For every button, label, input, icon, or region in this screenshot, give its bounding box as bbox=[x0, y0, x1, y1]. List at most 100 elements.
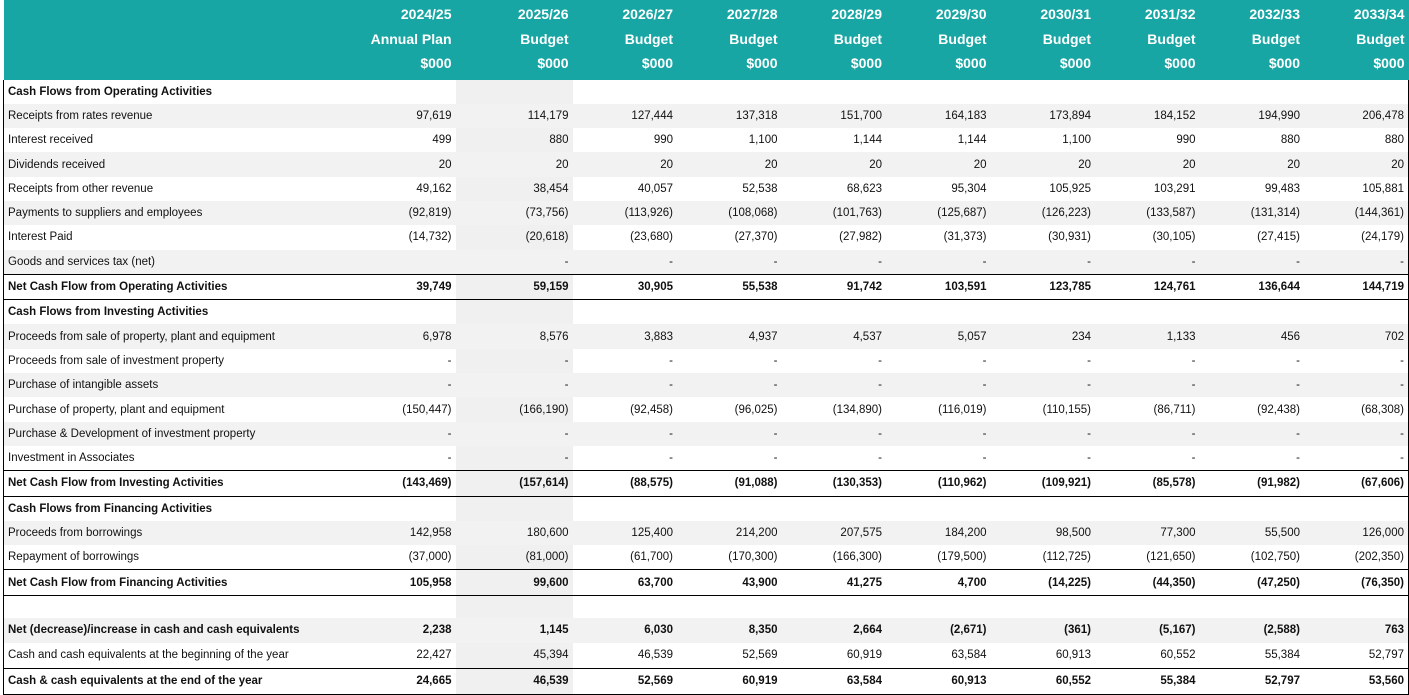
cell-value: - bbox=[878, 354, 882, 367]
cell-value: - bbox=[1095, 421, 1200, 446]
cell-empty bbox=[1304, 300, 1409, 325]
row-label: Investment in Associates bbox=[8, 452, 135, 465]
cell-value: (92,819) bbox=[353, 200, 456, 226]
cell-value: (112,725) bbox=[1042, 551, 1091, 564]
row-label: Net Cash Flow from Operating Activities bbox=[3, 273, 354, 301]
cell-value: 151,700 bbox=[781, 103, 886, 129]
cell-empty bbox=[886, 80, 991, 104]
cell-value: (108,068) bbox=[677, 200, 782, 226]
cell-value bbox=[353, 249, 456, 275]
row-label: Purchase & Development of investment pro… bbox=[3, 421, 354, 446]
cell-value: 180,600 bbox=[455, 520, 573, 546]
cell-value: (85,578) bbox=[1095, 470, 1200, 497]
cell-empty bbox=[573, 496, 678, 521]
cell-empty bbox=[991, 496, 1096, 521]
cell-empty bbox=[1200, 496, 1305, 521]
column-header: 2024/25 Annual Plan $000 bbox=[353, 0, 456, 80]
header-unit: $000 bbox=[420, 55, 452, 71]
cell-value: 55,384 bbox=[1095, 667, 1200, 695]
summary-row: Net (decrease)/increase in cash and cash… bbox=[3, 617, 1409, 643]
cell-value: 60,552 bbox=[990, 667, 1095, 695]
cell-value: - bbox=[1199, 249, 1304, 275]
header-period: 2027/28 bbox=[726, 6, 778, 22]
column-header: 2033/34 Budget $000 bbox=[1304, 0, 1409, 80]
cell-value: 95,304 bbox=[951, 182, 987, 195]
header-period: 2033/34 bbox=[1353, 6, 1405, 22]
cell-value: 52,569 bbox=[742, 649, 778, 662]
cell-value: - bbox=[1191, 452, 1196, 465]
cell-value: - bbox=[353, 373, 456, 398]
cell-empty bbox=[782, 496, 887, 521]
header-unit: $000 bbox=[850, 55, 882, 71]
data-row: Receipts from other revenue 49,162 38,454 4… bbox=[4, 176, 1409, 201]
cell-value: 20 bbox=[886, 152, 991, 177]
cell-value: 6,030 bbox=[572, 617, 677, 643]
header-unit: $000 bbox=[746, 55, 778, 71]
cell-value: 4,700 bbox=[886, 569, 991, 596]
cell-value: (92,458) bbox=[630, 403, 673, 416]
cell-value: - bbox=[1087, 354, 1091, 367]
cell-value: 68,623 bbox=[846, 182, 882, 195]
header-kind: Budget bbox=[833, 30, 882, 47]
header-unit: $000 bbox=[537, 55, 569, 71]
cell-value: 2,664 bbox=[781, 617, 886, 643]
cell-value: (81,000) bbox=[455, 545, 573, 570]
cell-value: (121,650) bbox=[1146, 551, 1196, 564]
cell-empty bbox=[886, 496, 991, 521]
cell-value: 40,057 bbox=[637, 182, 673, 195]
header-unit: $000 bbox=[955, 55, 987, 71]
cell-value: 39,749 bbox=[353, 273, 456, 301]
cell-empty bbox=[573, 595, 678, 618]
cell-value: - bbox=[669, 354, 673, 367]
cell-value: - bbox=[572, 373, 677, 398]
cell-value: (76,350) bbox=[1304, 569, 1409, 596]
cell-value: 1,100 bbox=[1062, 134, 1091, 147]
cell-value: 1,133 bbox=[1095, 324, 1200, 349]
cell-value: - bbox=[886, 373, 991, 398]
column-header: 2025/26 Budget $000 bbox=[455, 0, 573, 80]
header-period: 2028/29 bbox=[831, 6, 882, 22]
cell-value: - bbox=[982, 354, 987, 367]
cell-value: - bbox=[878, 452, 882, 465]
data-row: Proceeds from sale of investment propert… bbox=[4, 348, 1409, 374]
row-label: Repayment of borrowings bbox=[8, 551, 140, 564]
cell-value: - bbox=[1304, 421, 1409, 446]
data-row: Repayment of borrowings (37,000) (81,000) (… bbox=[4, 545, 1409, 570]
cell-value: (143,469) bbox=[353, 470, 456, 497]
cell-value: (88,575) bbox=[572, 470, 677, 497]
cell-value: - bbox=[781, 421, 886, 446]
header-kind: Budget bbox=[624, 30, 673, 47]
section-heading: Cash Flows from Financing Activities bbox=[8, 502, 213, 515]
cell-value: (67,606) bbox=[1304, 470, 1409, 497]
header-period: 2032/33 bbox=[1249, 6, 1300, 22]
cell-value: 206,478 bbox=[1304, 103, 1409, 129]
cell-value: (5,167) bbox=[1095, 617, 1200, 643]
header-kind: Budget bbox=[1147, 30, 1196, 47]
cell-value: (30,931) bbox=[1048, 231, 1091, 244]
header-period: 2031/32 bbox=[1144, 6, 1196, 22]
cell-value: 990 bbox=[1176, 134, 1196, 147]
cell-value: 59,159 bbox=[455, 273, 573, 301]
cell-value: 126,000 bbox=[1304, 520, 1409, 546]
header-kind: Budget bbox=[1356, 30, 1405, 47]
cell-value: 880 bbox=[455, 128, 573, 153]
cell-empty bbox=[782, 80, 887, 104]
cell-value: 52,797 bbox=[1199, 667, 1304, 695]
cell-value: 46,539 bbox=[455, 667, 573, 695]
total-row: Net Cash Flow from Operating Activities 3… bbox=[3, 273, 1409, 301]
cell-value: 99,600 bbox=[455, 569, 573, 596]
section-heading: Cash Flows from Operating Activities bbox=[8, 85, 213, 98]
cell-value: 103,591 bbox=[886, 273, 991, 301]
cell-value: (30,105) bbox=[1152, 231, 1196, 244]
cell-value: 20 bbox=[781, 152, 886, 177]
column-header: 2030/31 Budget $000 bbox=[990, 0, 1095, 80]
cell-value: 194,990 bbox=[1199, 103, 1304, 129]
cell-value: 1,100 bbox=[748, 134, 778, 147]
header-unit: $000 bbox=[1059, 55, 1091, 71]
cell-value: 60,919 bbox=[846, 649, 882, 662]
cell-value: 52,797 bbox=[1368, 649, 1404, 662]
cell-empty bbox=[1304, 496, 1409, 521]
cell-empty bbox=[354, 80, 456, 104]
cell-value: (361) bbox=[990, 617, 1095, 643]
cell-value: 20 bbox=[572, 152, 677, 177]
